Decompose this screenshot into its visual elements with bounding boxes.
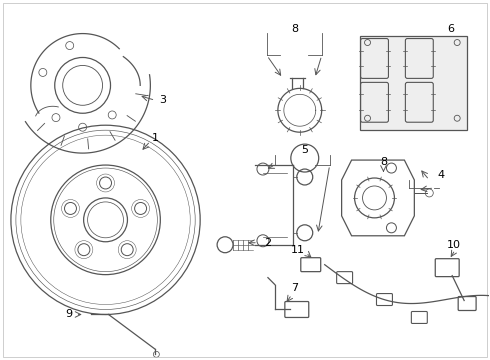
Text: 1: 1 bbox=[152, 133, 159, 143]
Text: 7: 7 bbox=[291, 283, 298, 293]
Text: 3: 3 bbox=[159, 95, 166, 105]
Polygon shape bbox=[360, 36, 467, 130]
Text: 9: 9 bbox=[65, 310, 72, 319]
Text: 4: 4 bbox=[438, 170, 445, 180]
Text: 6: 6 bbox=[448, 24, 455, 33]
Text: 5: 5 bbox=[301, 145, 308, 155]
Text: 2: 2 bbox=[264, 238, 271, 248]
Text: 8: 8 bbox=[291, 24, 298, 33]
Text: 11: 11 bbox=[291, 245, 305, 255]
Text: 8: 8 bbox=[380, 157, 387, 167]
Text: 10: 10 bbox=[447, 240, 461, 250]
